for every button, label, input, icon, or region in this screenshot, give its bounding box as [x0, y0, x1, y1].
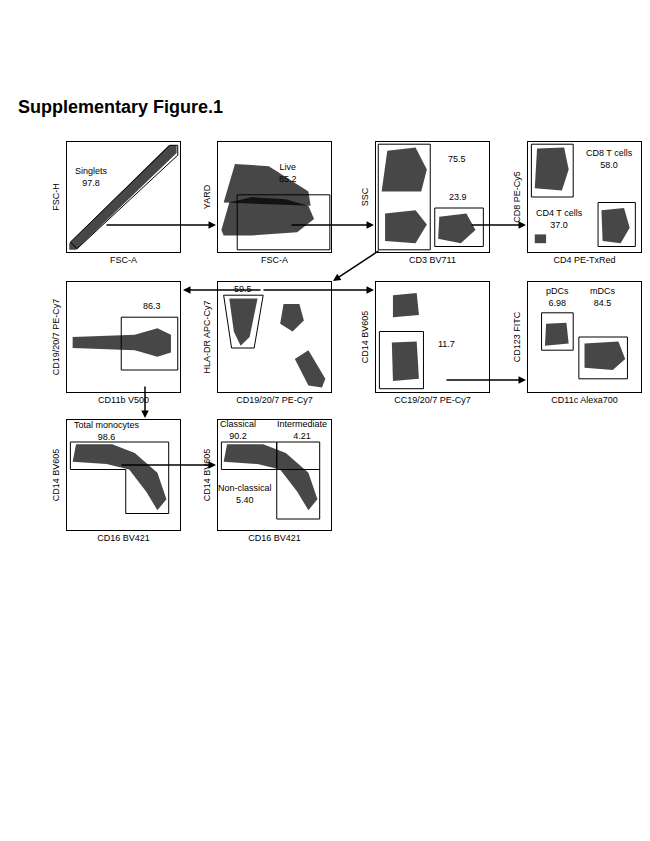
svg-text:YARD: YARD	[202, 184, 212, 209]
svg-text:CD16 BV421: CD16 BV421	[97, 533, 150, 543]
svg-text:CD4 T cells37.0: CD4 T cells37.0	[536, 208, 583, 230]
svg-text:CC19/20/7 PE-Cy7: CC19/20/7 PE-Cy7	[394, 395, 471, 405]
svg-text:mDCs84.5: mDCs84.5	[590, 286, 615, 308]
svg-text:pDCs6.98: pDCs6.98	[546, 286, 569, 308]
svg-text:Live85.2: Live85.2	[279, 162, 297, 184]
svg-text:FSC-H: FSC-H	[51, 183, 61, 211]
svg-text:CD11c Alexa700: CD11c Alexa700	[551, 395, 617, 405]
svg-text:CD8 PE-Cy5: CD8 PE-Cy5	[512, 171, 522, 223]
svg-text:CD14 BV605: CD14 BV605	[360, 311, 370, 364]
svg-text:CD8 T cells58.0: CD8 T cells58.0	[586, 148, 633, 170]
svg-text:SSC: SSC	[360, 187, 370, 206]
svg-text:CD123 FITC: CD123 FITC	[512, 311, 522, 362]
svg-text:Supplementary Figure.1: Supplementary Figure.1	[18, 97, 223, 117]
svg-text:CD3 BV711: CD3 BV711	[409, 255, 456, 265]
svg-text:Intermediate4.21: Intermediate4.21	[277, 419, 327, 441]
svg-text:Total monocytes98.6: Total monocytes98.6	[74, 420, 140, 442]
svg-text:CD19/20/7 PE-Cy7: CD19/20/7 PE-Cy7	[236, 395, 313, 405]
svg-text:CD14 BV605: CD14 BV605	[51, 449, 61, 502]
svg-text:CD16 BV421: CD16 BV421	[248, 533, 301, 543]
svg-text:59.5: 59.5	[234, 284, 252, 294]
svg-text:Classical90.2: Classical90.2	[220, 419, 256, 441]
svg-text:CD4 PE-TxRed: CD4 PE-TxRed	[553, 255, 615, 265]
svg-text:75.5: 75.5	[448, 154, 466, 164]
svg-text:Non-classical5.40: Non-classical5.40	[218, 483, 272, 505]
svg-text:FSC-A: FSC-A	[261, 255, 288, 265]
svg-text:Singlets97.8: Singlets97.8	[75, 166, 108, 188]
svg-text:CD19/20/7 PE-Cy7: CD19/20/7 PE-Cy7	[51, 299, 61, 376]
svg-text:CD11b V500: CD11b V500	[98, 395, 149, 405]
svg-text:HLA-DR APC-Cy7: HLA-DR APC-Cy7	[202, 300, 212, 373]
svg-text:23.9: 23.9	[449, 192, 467, 202]
svg-text:86.3: 86.3	[143, 301, 161, 311]
svg-text:11.7: 11.7	[438, 339, 455, 349]
svg-text:FSC-A: FSC-A	[110, 255, 137, 265]
svg-text:CD14 BV605: CD14 BV605	[202, 449, 212, 502]
